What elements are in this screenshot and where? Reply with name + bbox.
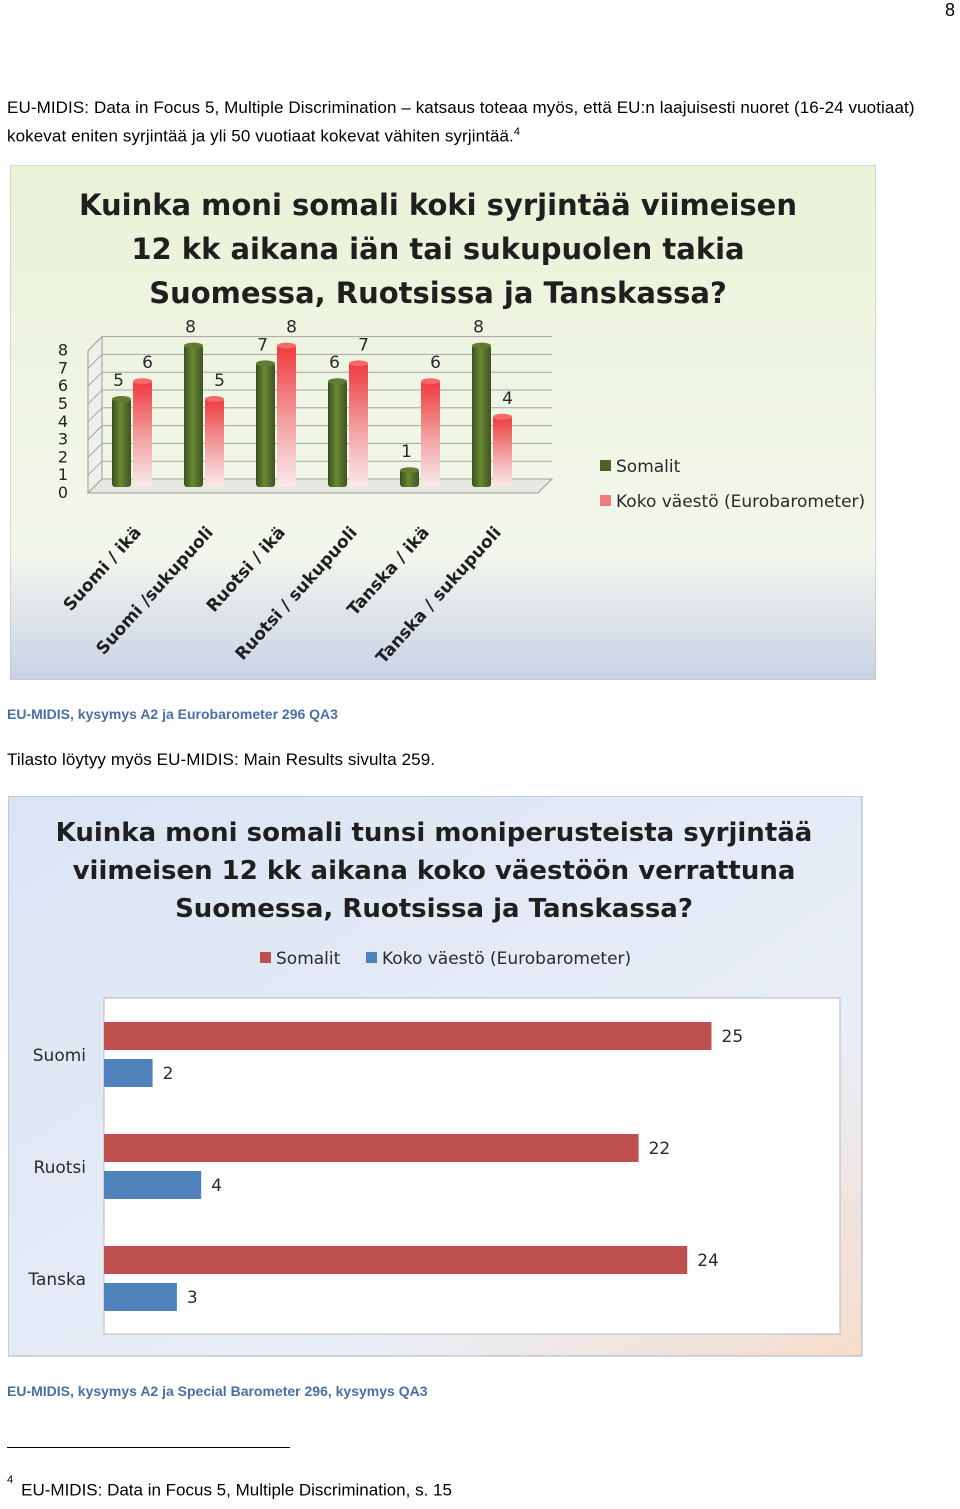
chart-multiple-discrimination-svg: Kuinka moni somali tunsi moniperusteista… [8,796,863,1357]
mid-paragraph: Tilasto löytyy myös EU-MIDIS: Main Resul… [7,750,436,769]
y-tick-label: 7 [58,358,68,377]
category-label: Ruotsi [34,1158,86,1178]
gridline [87,353,552,369]
page-number: 8 [944,0,955,20]
footnote-number: 4 [7,1474,14,1486]
gridline [87,336,552,351]
y-tick-label: 2 [58,447,68,466]
bar-koko-vaesto [104,1059,153,1087]
bar-koko-vaesto [349,362,368,487]
bar-somalit [184,344,203,487]
data-label: 22 [649,1139,671,1159]
bar-somalit [328,380,347,487]
y-tick-label: 5 [58,394,68,413]
data-label: 3 [187,1288,198,1308]
y-tick-label: 0 [58,483,68,502]
data-label: 24 [697,1251,719,1271]
intro-paragraph: EU-MIDIS: Data in Focus 5, Multiple Disc… [7,96,947,149]
y-tick-label: 4 [58,412,68,431]
intro-text: EU-MIDIS: Data in Focus 5, Multiple Disc… [7,98,915,146]
bar-cap [493,413,512,420]
bar-koko-vaesto [104,1171,202,1199]
legend-label: Koko väestö (Eurobarometer) [616,492,865,512]
chart-title-line: Suomessa, Ruotsissa ja Tanskassa? [175,894,693,924]
bar-koko-vaesto [104,1283,177,1311]
data-label: 1 [401,442,412,462]
data-label: 7 [358,335,369,355]
data-label: 5 [214,371,225,391]
bar-somalit [400,469,419,487]
bar-koko-vaesto [493,415,512,487]
chart-title-line: Kuinka moni somali tunsi moniperusteista… [56,818,813,848]
data-label: 6 [329,353,340,373]
plot-area [103,997,841,1335]
bar-cap [277,342,296,349]
legend-swatch [600,460,611,471]
data-label: 6 [142,353,153,373]
chart-title-line: viimeisen 12 kk aikana koko väestöön ver… [73,856,796,886]
bar-cap [421,378,440,385]
bar-somalit [256,362,275,487]
data-label: 6 [430,353,441,373]
data-label: 2 [163,1064,174,1084]
y-tick-label: 8 [58,341,68,360]
chart-title-line: Kuinka moni somali koki syrjintää viimei… [79,188,797,222]
bar-koko-vaesto [421,380,440,487]
y-tick-label: 6 [58,376,68,395]
chart2-caption: EU-MIDIS, kysymys A2 ja Special Baromete… [7,1383,428,1399]
data-label: 8 [286,318,297,338]
chart-title-line: 12 kk aikana iän tai sukupuolen takia [131,232,744,266]
data-label: 7 [257,335,268,355]
bar-cap [400,467,419,474]
footnote-divider [7,1447,290,1448]
legend-label: Koko väestö (Eurobarometer) [382,949,631,969]
footnote-ref[interactable]: 4 [513,126,521,138]
data-label: 5 [113,371,124,391]
legend-swatch [260,952,271,963]
bar-koko-vaesto [205,398,224,487]
data-label: 4 [211,1176,222,1196]
gridline [87,371,552,387]
gridline [87,389,552,405]
bar-somalit [112,398,131,487]
bar-somalit [104,1022,712,1050]
gridline [87,460,552,476]
bar-cap [205,396,224,402]
bar-koko-vaesto [133,380,152,487]
bar-cap [256,360,275,367]
category-label: Suomi [33,1046,86,1066]
chart-age-gender-svg: Kuinka moni somali koki syrjintää viimei… [10,165,876,680]
bar-cap [472,342,491,349]
gridline [87,407,552,423]
legend-label: Somalit [276,949,341,969]
chart-multiple-discrimination: Kuinka moni somali tunsi moniperusteista… [8,796,864,1358]
bar-cap [133,378,152,385]
bar-cap [112,396,131,402]
bar-somalit [104,1246,688,1274]
bar-cap [349,360,368,367]
chart-age-gender: Kuinka moni somali koki syrjintää viimei… [10,165,876,680]
footnote-text: EU-MIDIS: Data in Focus 5, Multiple Disc… [21,1480,452,1500]
data-label: 25 [722,1027,744,1047]
legend-swatch [600,495,611,506]
legend-swatch [366,952,377,963]
bar-cap [184,342,203,349]
bar-cap [328,378,347,385]
legend-label: Somalit [616,457,681,477]
bar-somalit [104,1134,639,1162]
gridline [87,425,552,440]
footnote: 4 EU-MIDIS: Data in Focus 5, Multiple Dis… [7,1474,452,1501]
chart-title-line: Suomessa, Ruotsissa ja Tanskassa? [149,276,727,310]
data-label: 8 [473,318,484,338]
gridline [87,442,552,458]
bar-koko-vaesto [277,344,296,487]
data-label: 8 [185,318,196,338]
category-label: Tanska [27,1270,86,1290]
y-tick-label: 1 [58,465,68,484]
bar-somalit [472,344,491,487]
chart1-caption: EU-MIDIS, kysymys A2 ja Eurobarometer 29… [7,706,338,722]
data-label: 4 [502,389,513,409]
y-tick-label: 3 [58,430,68,449]
